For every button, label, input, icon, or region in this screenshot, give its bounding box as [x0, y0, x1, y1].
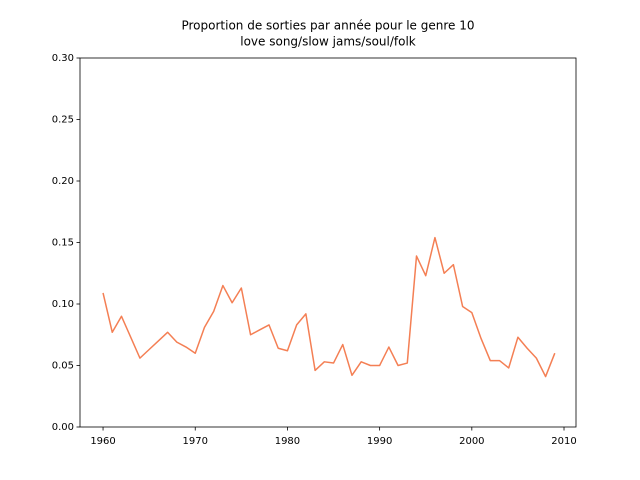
y-tick-label: 0.15 [52, 238, 74, 249]
data-line [102, 236, 556, 378]
x-tick-label: 1980 [275, 436, 300, 447]
x-tick-label: 1960 [90, 436, 115, 447]
y-tick-label: 0.00 [52, 422, 74, 433]
x-tick-label: 2010 [551, 436, 576, 447]
plot-frame [79, 57, 577, 428]
y-tick-label: 0.20 [52, 176, 74, 187]
y-tick-label: 0.25 [52, 115, 74, 126]
y-tick-label: 0.30 [52, 53, 74, 64]
y-tick-label: 0.10 [52, 299, 74, 310]
chart-title: love song/slow jams/soul/folk [240, 35, 416, 49]
x-tick-label: 2000 [459, 436, 484, 447]
x-tick-label: 1970 [183, 436, 208, 447]
chart-title: Proportion de sorties par année pour le … [181, 19, 474, 33]
x-tick-label: 1990 [367, 436, 392, 447]
y-tick-label: 0.05 [52, 361, 74, 372]
